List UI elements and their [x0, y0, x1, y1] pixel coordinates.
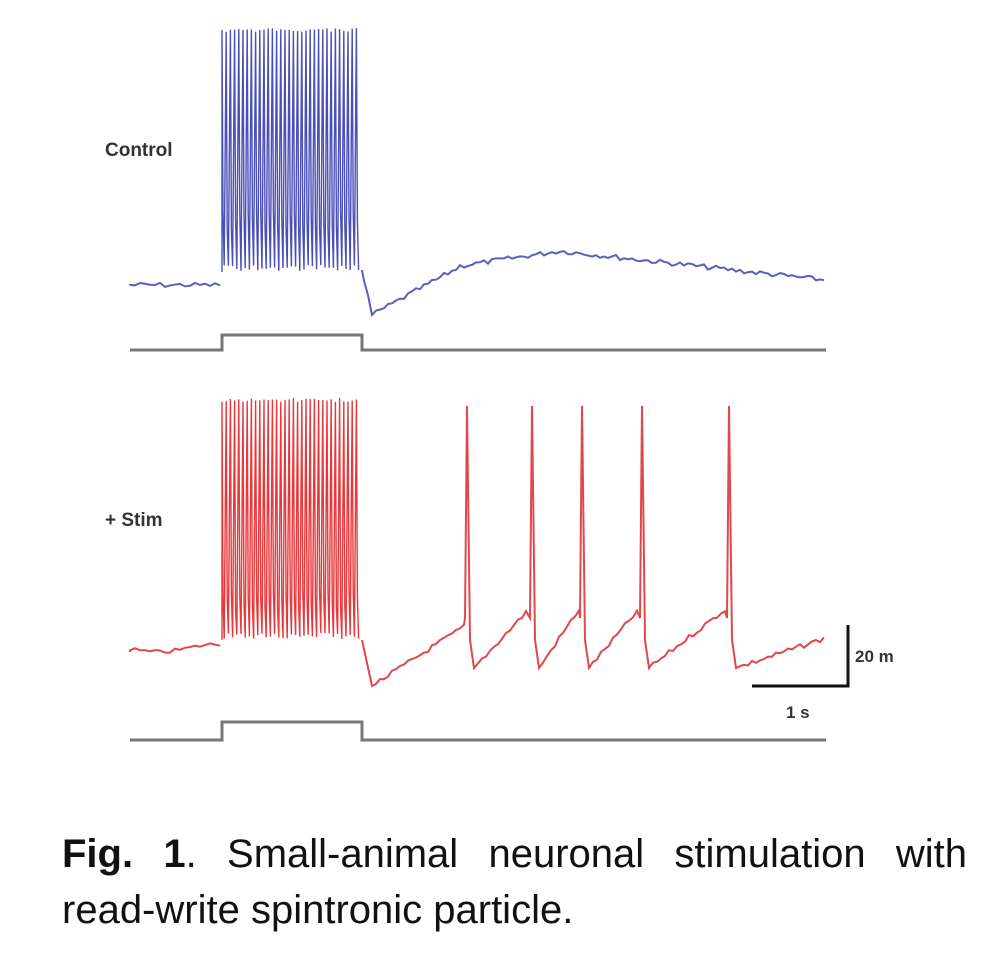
trace-label: + Stim — [105, 510, 163, 531]
trace-label: Control — [105, 140, 173, 161]
voltage-trace — [361, 405, 825, 688]
voltage-trace — [129, 281, 221, 288]
figure: Control + Stim 20 m 1 s — [105, 28, 894, 742]
scale-label: 20 m — [855, 647, 894, 666]
scale-label: 1 s — [786, 703, 810, 722]
spike-burst — [221, 398, 360, 640]
voltage-trace — [361, 250, 825, 318]
scale-bar — [752, 625, 850, 688]
voltage-trace — [129, 642, 221, 654]
stimulus-trace — [130, 333, 826, 352]
caption-text: . Small-animal neuronal stimulation with… — [62, 832, 968, 932]
stimulus-trace — [130, 720, 826, 742]
caption-label: Fig. 1 — [62, 832, 186, 876]
caption: Fig. 1. Small-animal neuronal stimulatio… — [62, 826, 967, 938]
spike-burst — [221, 28, 360, 272]
